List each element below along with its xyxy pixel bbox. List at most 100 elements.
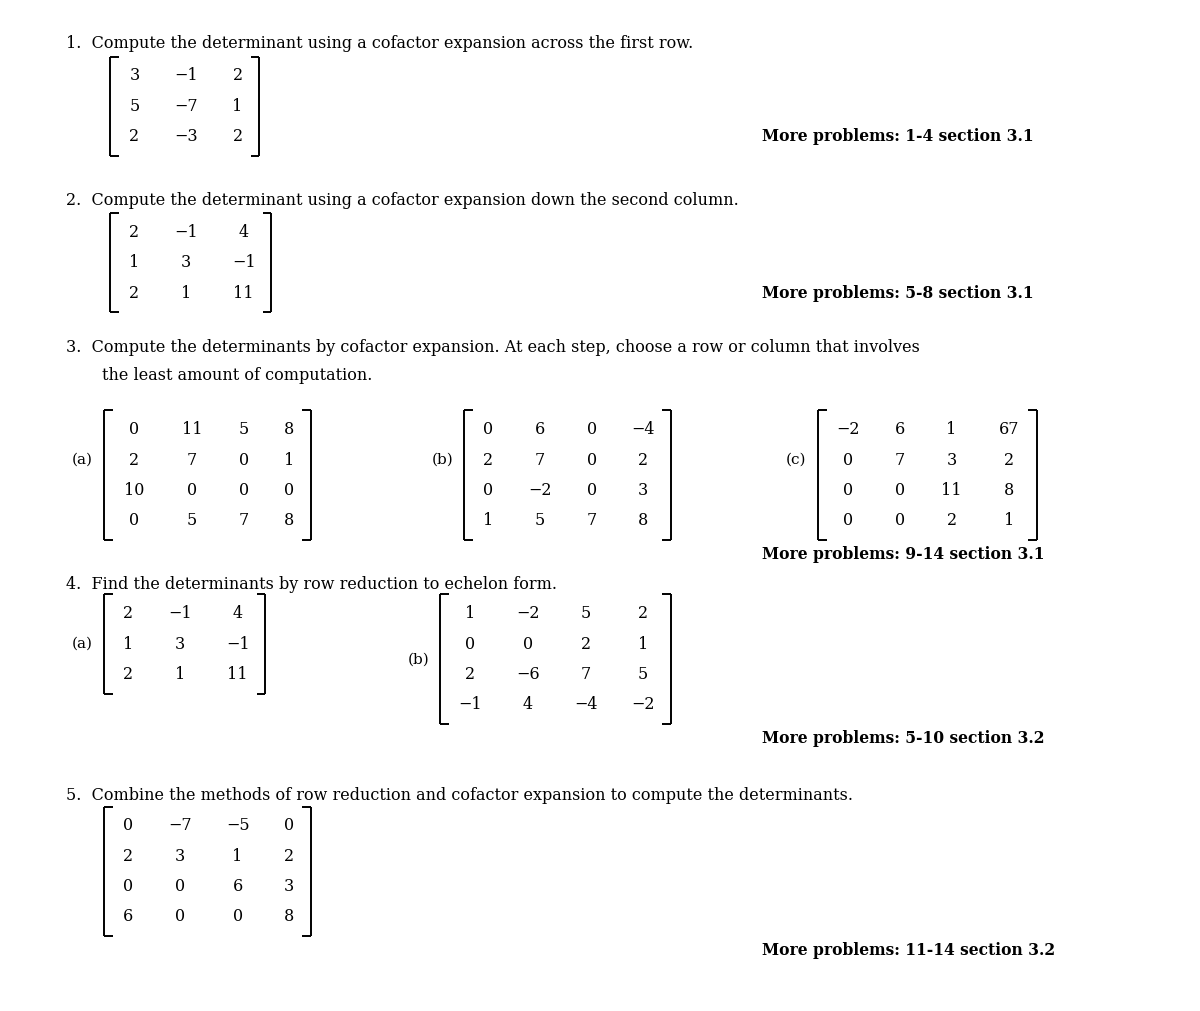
Text: 3: 3: [175, 848, 185, 864]
Text: 0: 0: [466, 636, 475, 652]
Text: 3: 3: [175, 636, 185, 652]
Text: 0: 0: [130, 513, 139, 529]
Text: 2: 2: [130, 452, 139, 468]
Text: 2: 2: [233, 128, 242, 145]
Text: 2: 2: [581, 636, 590, 652]
Text: 5: 5: [187, 513, 197, 529]
Text: (b): (b): [408, 652, 430, 666]
Text: 7: 7: [239, 513, 248, 529]
Text: 6: 6: [233, 879, 242, 895]
Text: 2: 2: [124, 666, 133, 682]
Text: 4: 4: [239, 224, 248, 241]
Text: 0: 0: [484, 482, 493, 498]
Text: 2: 2: [130, 128, 139, 145]
Text: 2: 2: [638, 606, 648, 622]
Text: 1: 1: [1004, 513, 1014, 529]
Text: 0: 0: [587, 482, 596, 498]
Text: −7: −7: [168, 818, 192, 834]
Text: −2: −2: [516, 606, 540, 622]
Text: 5: 5: [535, 513, 545, 529]
Text: 0: 0: [187, 482, 197, 498]
Text: More problems: 11-14 section 3.2: More problems: 11-14 section 3.2: [762, 942, 1055, 958]
Text: 1.  Compute the determinant using a cofactor expansion across the first row.: 1. Compute the determinant using a cofac…: [66, 35, 694, 53]
Text: 0: 0: [523, 636, 533, 652]
Text: (a): (a): [72, 637, 94, 651]
Text: 2: 2: [484, 452, 493, 468]
Text: 0: 0: [239, 452, 248, 468]
Text: −1: −1: [458, 697, 482, 713]
Text: 8: 8: [284, 422, 294, 438]
Text: 8: 8: [638, 513, 648, 529]
Text: 2: 2: [466, 666, 475, 682]
Text: −2: −2: [631, 697, 655, 713]
Text: 2.  Compute the determinant using a cofactor expansion down the second column.: 2. Compute the determinant using a cofac…: [66, 192, 739, 209]
Text: 1: 1: [947, 422, 956, 438]
Text: 0: 0: [844, 513, 853, 529]
Text: 8: 8: [284, 513, 294, 529]
Text: 1: 1: [284, 452, 294, 468]
Text: 0: 0: [175, 879, 185, 895]
Text: 5: 5: [239, 422, 248, 438]
Text: −1: −1: [232, 255, 256, 271]
Text: 2: 2: [638, 452, 648, 468]
Text: 0: 0: [284, 818, 294, 834]
Text: 2: 2: [130, 224, 139, 241]
Text: 2: 2: [130, 285, 139, 301]
Text: 2: 2: [233, 68, 242, 84]
Text: 4: 4: [233, 606, 242, 622]
Text: 0: 0: [484, 422, 493, 438]
Text: 2: 2: [124, 848, 133, 864]
Text: 10: 10: [125, 482, 144, 498]
Text: More problems: 9-14 section 3.1: More problems: 9-14 section 3.1: [762, 546, 1044, 562]
Text: −1: −1: [168, 606, 192, 622]
Text: 7: 7: [581, 666, 590, 682]
Text: −4: −4: [631, 422, 655, 438]
Text: 3.  Compute the determinants by cofactor expansion. At each step, choose a row o: 3. Compute the determinants by cofactor …: [66, 339, 920, 356]
Text: More problems: 5-10 section 3.2: More problems: 5-10 section 3.2: [762, 730, 1044, 746]
Text: 5: 5: [638, 666, 648, 682]
Text: 7: 7: [187, 452, 197, 468]
Text: 6: 6: [895, 422, 905, 438]
Text: 5.  Combine the methods of row reduction and cofactor expansion to compute the d: 5. Combine the methods of row reduction …: [66, 787, 853, 804]
Text: 1: 1: [130, 255, 139, 271]
Text: 11: 11: [227, 666, 248, 682]
Text: 3: 3: [638, 482, 648, 498]
Text: 1: 1: [466, 606, 475, 622]
Text: −3: −3: [174, 128, 198, 145]
Text: 7: 7: [587, 513, 596, 529]
Text: 0: 0: [895, 482, 905, 498]
Text: 6: 6: [535, 422, 545, 438]
Text: −1: −1: [226, 636, 250, 652]
Text: −2: −2: [836, 422, 860, 438]
Text: −5: −5: [226, 818, 250, 834]
Text: 6: 6: [124, 909, 133, 925]
Text: 0: 0: [175, 909, 185, 925]
Text: 7: 7: [535, 452, 545, 468]
Text: 2: 2: [947, 513, 956, 529]
Text: 1: 1: [233, 848, 242, 864]
Text: −2: −2: [528, 482, 552, 498]
Text: 7: 7: [895, 452, 905, 468]
Text: 0: 0: [587, 452, 596, 468]
Text: 0: 0: [587, 422, 596, 438]
Text: 0: 0: [124, 818, 133, 834]
Text: 11: 11: [941, 482, 962, 498]
Text: 0: 0: [130, 422, 139, 438]
Text: 0: 0: [844, 482, 853, 498]
Text: 1: 1: [124, 636, 133, 652]
Text: 2: 2: [284, 848, 294, 864]
Text: 1: 1: [181, 285, 191, 301]
Text: 4.  Find the determinants by row reduction to echelon form.: 4. Find the determinants by row reductio…: [66, 576, 557, 593]
Text: 0: 0: [284, 482, 294, 498]
Text: 0: 0: [233, 909, 242, 925]
Text: 11: 11: [233, 285, 254, 301]
Text: 3: 3: [181, 255, 191, 271]
Text: 1: 1: [175, 666, 185, 682]
Text: More problems: 1-4 section 3.1: More problems: 1-4 section 3.1: [762, 128, 1033, 145]
Text: 5: 5: [581, 606, 590, 622]
Text: 1: 1: [233, 98, 242, 114]
Text: −6: −6: [516, 666, 540, 682]
Text: (c): (c): [786, 453, 806, 467]
Text: (b): (b): [432, 453, 454, 467]
Text: −7: −7: [174, 98, 198, 114]
